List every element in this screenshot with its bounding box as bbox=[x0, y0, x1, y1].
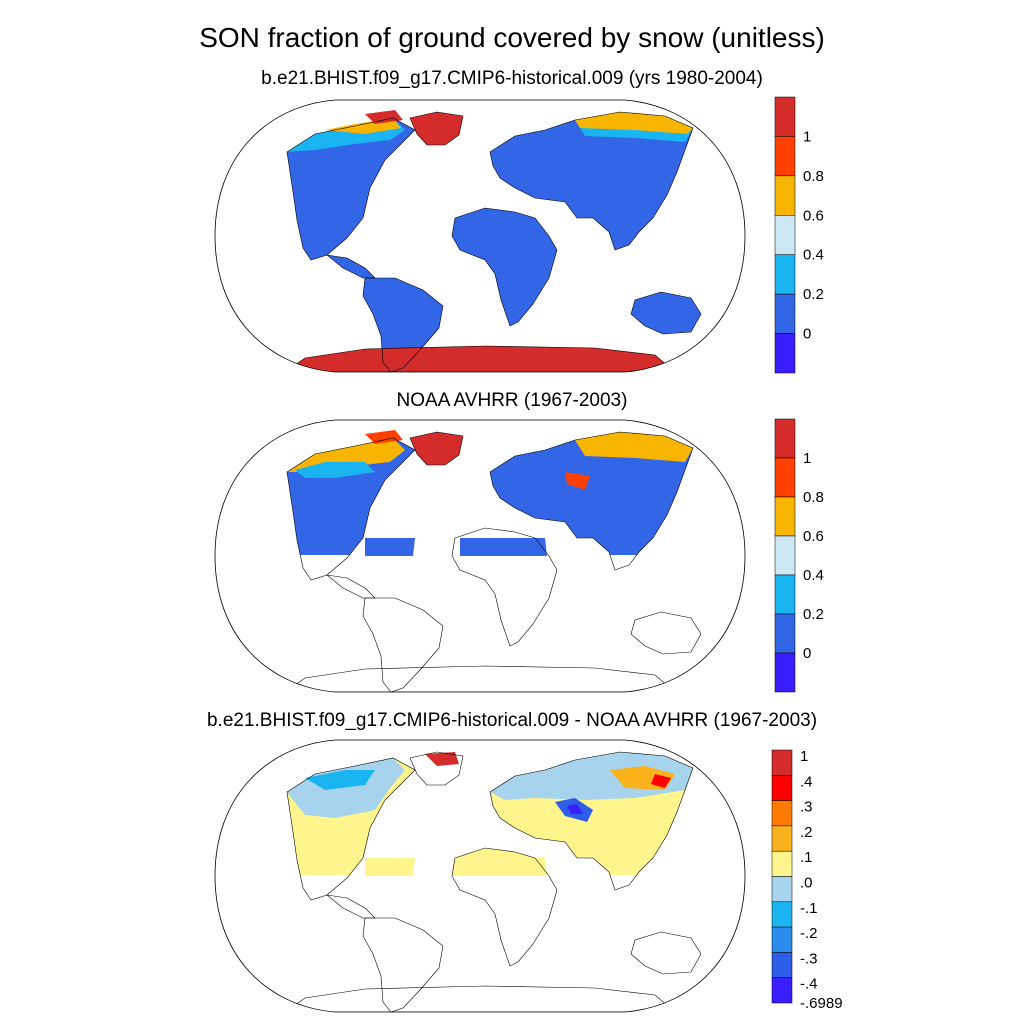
colorbar-panel-2: 1 0.8 0.6 0.4 0.2 0 bbox=[774, 418, 824, 693]
colorbar-1-swatch bbox=[774, 136, 796, 177]
panel-3-map-fills bbox=[215, 752, 745, 1012]
panel-2-map-fills bbox=[215, 430, 745, 692]
colorbar-2-swatch bbox=[774, 574, 796, 615]
colorbar-3-tick-label: -.4 bbox=[800, 976, 818, 993]
colorbar-3-tick-label: .0 bbox=[800, 875, 813, 892]
colorbar-2-swatch bbox=[774, 535, 796, 576]
colorbar-3-swatch bbox=[771, 977, 793, 1004]
colorbar-2-swatch bbox=[774, 496, 796, 537]
colorbar-3-tick-label: -.3 bbox=[800, 950, 818, 967]
colorbar-1-swatch bbox=[774, 293, 796, 334]
colorbar-3-swatch bbox=[771, 901, 793, 928]
colorbar-2-tick-label: 0.6 bbox=[803, 528, 824, 545]
colorbar-3-swatch bbox=[771, 825, 793, 852]
colorbar-3-tick-label: -.6989 bbox=[800, 995, 843, 1012]
colorbar-3-swatch bbox=[771, 926, 793, 953]
colorbar-panel-1: 1 0.8 0.6 0.4 0.2 0 bbox=[774, 96, 824, 374]
colorbar-panel-3: 1 .4 .3 .2 .1 .0 -.1 -.2 -.3 -.4 -.6989 bbox=[771, 748, 843, 1012]
colorbar-2-swatch bbox=[774, 652, 796, 693]
colorbar-2-tick-label: 1 bbox=[803, 450, 811, 467]
colorbar-1-swatch bbox=[774, 175, 796, 216]
colorbar-1-swatch bbox=[774, 215, 796, 255]
colorbar-3-tick-label: .3 bbox=[800, 799, 813, 816]
colorbar-1-tick-label: 0 bbox=[803, 326, 811, 343]
figure-title: SON fraction of ground covered by snow (… bbox=[199, 22, 825, 53]
colorbar-1-tick-label: 0.8 bbox=[803, 168, 824, 185]
colorbar-1-tick-label: 1 bbox=[803, 128, 811, 145]
colorbar-2-swatch bbox=[774, 418, 796, 459]
colorbar-2-swatch bbox=[774, 457, 796, 498]
colorbars: 1 0.8 0.6 0.4 0.2 0 1 0.8 0.6 0.4 0.2 0 1 .4 .3 .2 .1 .0 -… bbox=[771, 96, 843, 1012]
colorbar-3-swatch bbox=[771, 876, 793, 903]
colorbar-3-tick-label: .4 bbox=[800, 773, 813, 790]
colorbar-3-tick-label: .2 bbox=[800, 824, 813, 841]
colorbar-3-tick-label: 1 bbox=[800, 748, 808, 765]
colorbar-3-tick-label: .1 bbox=[800, 849, 813, 866]
panel-1-map bbox=[214, 99, 746, 373]
colorbar-3-swatch bbox=[771, 850, 793, 877]
panel-1-subtitle: b.e21.BHIST.f09_g17.CMIP6-historical.009… bbox=[261, 68, 763, 89]
colorbar-3-tick-label: -.2 bbox=[800, 925, 818, 942]
colorbar-1-swatch bbox=[774, 333, 796, 374]
panel-3-subtitle: b.e21.BHIST.f09_g17.CMIP6-historical.009… bbox=[206, 710, 818, 731]
colorbar-3-swatch bbox=[771, 952, 793, 978]
colorbar-1-swatch bbox=[774, 96, 796, 137]
colorbar-3-swatch bbox=[771, 749, 793, 776]
colorbar-2-tick-label: 0.8 bbox=[803, 489, 824, 506]
colorbar-3-swatch bbox=[771, 800, 793, 827]
colorbar-1-tick-label: 0.6 bbox=[803, 207, 824, 224]
colorbar-2-tick-label: 0.4 bbox=[803, 567, 824, 584]
panel-2-map bbox=[214, 419, 746, 693]
colorbar-1-swatch bbox=[774, 254, 796, 295]
panel-3-map bbox=[214, 739, 746, 1013]
panel-1-map-fills bbox=[285, 110, 701, 372]
colorbar-2-tick-label: 0.2 bbox=[803, 606, 824, 623]
panel-2-subtitle: NOAA AVHRR (1967-2003) bbox=[396, 390, 628, 411]
colorbar-1-tick-label: 0.4 bbox=[803, 247, 824, 264]
colorbar-1-tick-label: 0.2 bbox=[803, 286, 824, 303]
colorbar-3-tick-label: -.1 bbox=[800, 900, 818, 917]
colorbar-2-tick-label: 0 bbox=[803, 645, 811, 662]
colorbar-3-swatch bbox=[771, 775, 793, 801]
colorbar-2-swatch bbox=[774, 613, 796, 654]
